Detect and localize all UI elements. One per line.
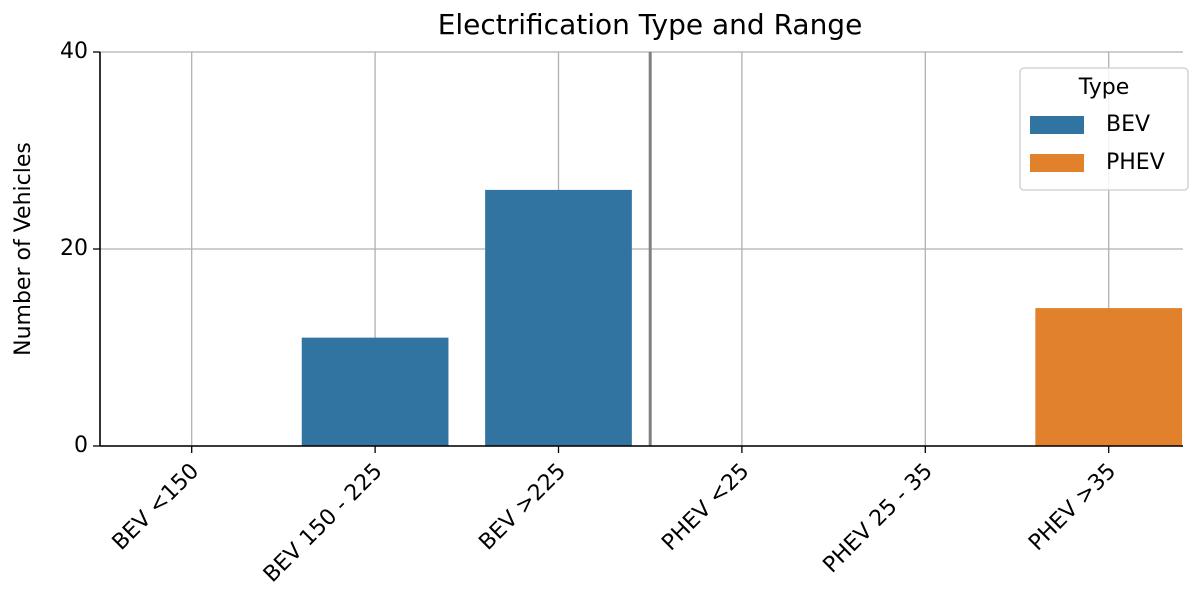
legend-swatch xyxy=(1030,116,1084,134)
bar xyxy=(485,189,632,446)
y-axis-label: Number of Vehicles xyxy=(11,142,36,356)
legend-swatch xyxy=(1030,154,1084,172)
legend-label: PHEV xyxy=(1106,150,1165,175)
y-tick-label: 20 xyxy=(60,236,88,261)
bar xyxy=(301,337,449,446)
x-tick-label: BEV >225 xyxy=(474,459,570,555)
x-tick-label: PHEV <25 xyxy=(657,459,754,556)
chart-title: Electrification Type and Range xyxy=(438,8,863,41)
bar xyxy=(1035,308,1183,446)
legend-label: BEV xyxy=(1106,112,1150,137)
y-tick-label: 0 xyxy=(74,433,88,458)
x-tick-label: BEV <150 xyxy=(108,459,204,555)
x-tick-label: BEV 150 - 225 xyxy=(259,459,388,588)
legend-title: Type xyxy=(1078,75,1130,100)
y-tick-label: 40 xyxy=(60,39,88,64)
x-tick-label: PHEV 25 - 35 xyxy=(819,459,938,578)
x-tick-label: PHEV >35 xyxy=(1024,459,1121,556)
